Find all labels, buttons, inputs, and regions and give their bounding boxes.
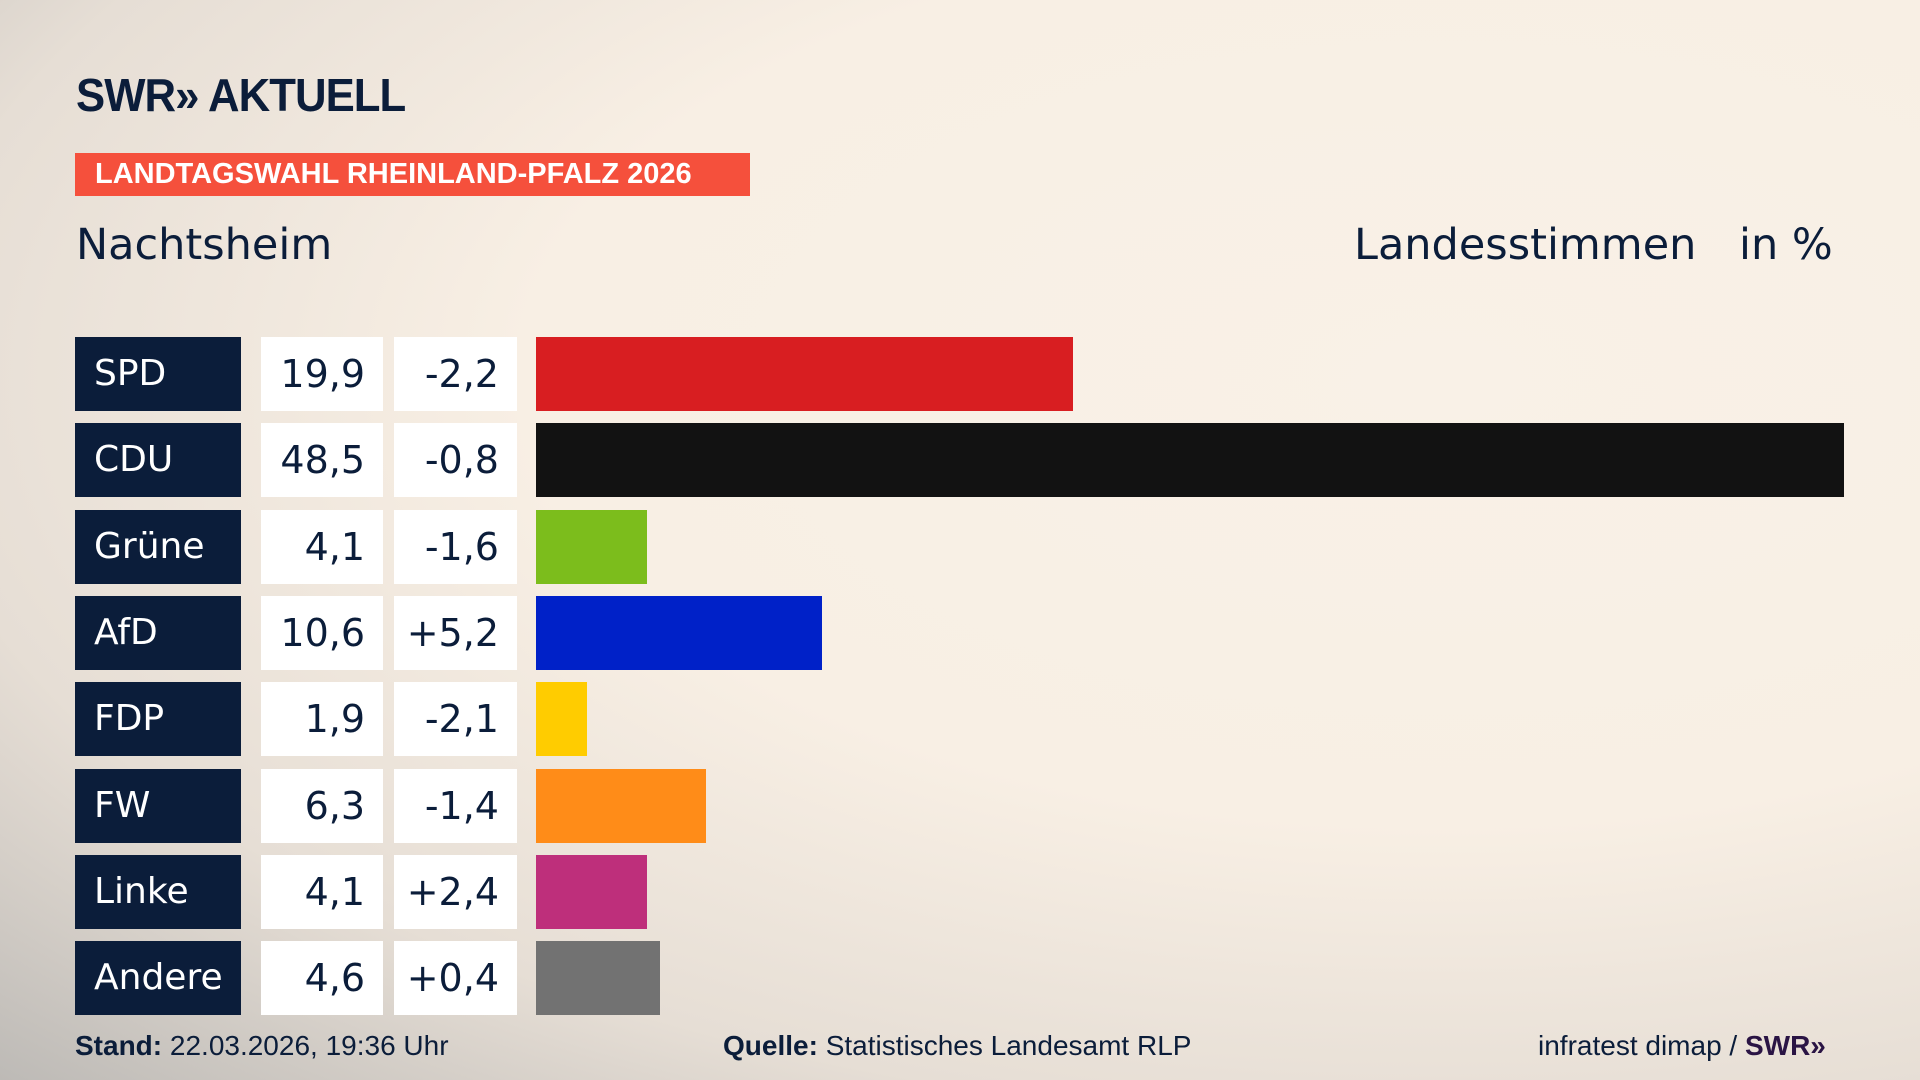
bar-andere — [536, 941, 661, 1016]
result-row: SPD 19,9 -2,2 — [0, 337, 1920, 411]
value-label: 48,5 — [261, 423, 383, 498]
diff-label: -2,1 — [394, 682, 517, 757]
result-row: Linke 4,1 +2,4 — [0, 854, 1920, 929]
stand-label: Stand: — [75, 1030, 163, 1061]
party-label: Linke — [75, 854, 241, 929]
value-label: 4,6 — [261, 941, 383, 1016]
source-value: Statistisches Landesamt RLP — [817, 1030, 1192, 1061]
value-label: 4,1 — [261, 854, 383, 929]
value-label: 19,9 — [261, 337, 383, 411]
result-row: Andere 4,6 +0,4 — [0, 941, 1920, 1016]
bar-cdu — [536, 423, 1844, 498]
diff-label: -0,8 — [394, 423, 517, 498]
party-label: FDP — [75, 682, 241, 757]
value-label: 1,9 — [261, 682, 383, 757]
party-label: CDU — [75, 423, 241, 498]
place-name: Nachtsheim — [76, 220, 333, 270]
timestamp: Stand: 22.03.2026, 19:36 Uhr — [75, 1030, 449, 1062]
party-label: AfD — [75, 595, 241, 670]
diff-label: +2,4 — [394, 854, 517, 929]
diff-label: -2,2 — [394, 337, 517, 411]
result-row: AfD 10,6 +5,2 — [0, 595, 1920, 670]
swr-logo-small: SWR» — [1744, 1030, 1826, 1061]
diff-label: -1,4 — [394, 768, 517, 843]
source-label: Quelle: — [723, 1030, 818, 1061]
diff-label: +0,4 — [394, 941, 517, 1016]
swr-aktuell-logo: SWR» AKTUELL — [76, 69, 406, 121]
party-label: FW — [75, 768, 241, 843]
party-label: SPD — [75, 337, 241, 411]
diff-label: -1,6 — [394, 509, 517, 584]
value-label: 10,6 — [261, 595, 383, 670]
vote-type: Landesstimmen — [1354, 220, 1697, 270]
result-row: CDU 48,5 -0,8 — [0, 423, 1920, 498]
stand-value: 22.03.2026, 19:36 Uhr — [162, 1030, 449, 1061]
credit: infratest dimap / SWR» — [1538, 1030, 1826, 1062]
bar-grüne — [536, 509, 647, 584]
value-label: 6,3 — [261, 768, 383, 843]
election-banner: LANDTAGSWAHL RHEINLAND-PFALZ 2026 — [75, 153, 750, 196]
credit-text: infratest dimap / — [1538, 1030, 1745, 1061]
bar-linke — [536, 854, 647, 929]
source: Quelle: Statistisches Landesamt RLP — [723, 1030, 1191, 1062]
diff-label: +5,2 — [394, 595, 517, 670]
unit-label: in % — [1739, 220, 1833, 270]
bar-spd — [536, 337, 1073, 411]
bar-fdp — [536, 682, 588, 757]
result-row: FDP 1,9 -2,1 — [0, 682, 1920, 757]
value-label: 4,1 — [261, 509, 383, 584]
bar-afd — [536, 595, 822, 670]
result-row: FW 6,3 -1,4 — [0, 768, 1920, 843]
bar-fw — [536, 768, 706, 843]
party-label: Andere — [75, 941, 241, 1016]
party-label: Grüne — [75, 509, 241, 584]
result-row: Grüne 4,1 -1,6 — [0, 509, 1920, 584]
